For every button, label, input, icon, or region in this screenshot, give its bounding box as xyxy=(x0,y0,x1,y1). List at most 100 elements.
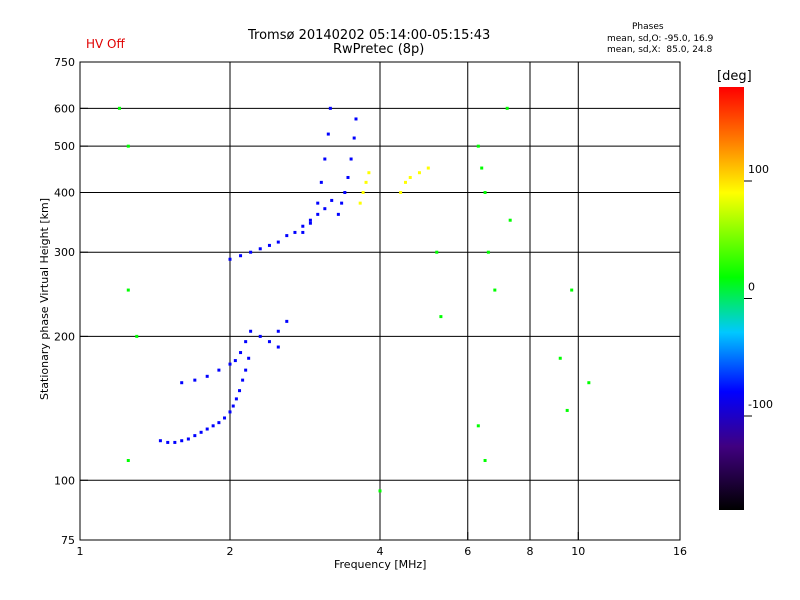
echo-point xyxy=(476,144,480,148)
echo-point xyxy=(234,397,238,401)
echo-point xyxy=(505,106,509,110)
grid xyxy=(80,62,680,540)
echo-point xyxy=(285,234,289,238)
x-axis-ticks: 1 2 4 6 8 10 16 xyxy=(77,532,687,558)
echo-point xyxy=(323,207,327,211)
echo-point xyxy=(301,230,305,234)
echo-point xyxy=(228,362,232,366)
echo-point xyxy=(336,212,340,216)
echo-point xyxy=(483,190,487,194)
y-tick-label: 75 xyxy=(61,534,75,547)
echo-point xyxy=(346,175,350,179)
echo-point xyxy=(293,230,297,234)
echo-point xyxy=(247,356,251,360)
x-tick-label: 2 xyxy=(227,545,234,558)
echo-point xyxy=(276,345,280,349)
echo-point xyxy=(308,221,312,225)
echo-point xyxy=(117,106,121,110)
y-tick-label: 600 xyxy=(54,102,75,115)
echo-point xyxy=(480,166,484,170)
echo-point xyxy=(285,319,289,323)
echo-point xyxy=(166,440,170,444)
y-tick-label: 100 xyxy=(54,474,75,487)
echo-point xyxy=(408,175,412,179)
echo-point xyxy=(349,157,353,161)
echo-point xyxy=(193,378,197,382)
echo-point xyxy=(439,315,443,319)
echo-point xyxy=(276,329,280,333)
echo-point xyxy=(267,340,271,344)
colorbar-unit-label: [deg] xyxy=(717,69,752,84)
echo-point xyxy=(493,288,497,292)
x-tick-label: 6 xyxy=(464,545,471,558)
echo-point xyxy=(426,166,430,170)
echo-point xyxy=(228,257,232,261)
echo-point xyxy=(364,180,368,184)
echo-point xyxy=(180,439,184,443)
echo-point xyxy=(223,416,227,420)
x-tick-label: 10 xyxy=(571,545,585,558)
colorbar-tick-label: -100 xyxy=(748,398,773,411)
echo-point xyxy=(508,218,512,222)
colorbar-tick-label: 100 xyxy=(748,163,769,176)
echo-point xyxy=(367,171,371,175)
echo-point xyxy=(239,254,243,258)
echo-point xyxy=(403,180,407,184)
echo-point xyxy=(323,157,327,161)
echo-point xyxy=(558,356,562,360)
echo-point xyxy=(330,198,334,202)
echo-point xyxy=(340,201,344,205)
x-tick-label: 4 xyxy=(377,545,384,558)
hv-status-label: HV Off xyxy=(86,37,125,51)
echo-point xyxy=(205,427,209,431)
echo-point xyxy=(249,250,253,254)
echo-point xyxy=(205,374,209,378)
echo-point xyxy=(399,190,403,194)
echo-point xyxy=(199,430,203,434)
echo-point xyxy=(343,190,347,194)
x-tick-label: 8 xyxy=(527,545,534,558)
echo-point xyxy=(244,368,248,372)
echo-point xyxy=(233,359,237,363)
echo-point xyxy=(228,410,232,414)
echo-point xyxy=(316,212,320,216)
colorbar-gradient xyxy=(719,87,744,510)
phases-title: Phases xyxy=(632,22,664,32)
chart-subtitle: RwPretec (8p) xyxy=(333,42,425,57)
echo-point xyxy=(258,334,262,338)
chart-title: Tromsø 20140202 05:14:00-05:15:43 xyxy=(248,28,491,43)
y-tick-label: 300 xyxy=(54,246,75,259)
echo-point xyxy=(352,136,356,140)
echo-point xyxy=(158,439,162,443)
echo-point xyxy=(173,440,177,444)
echo-point xyxy=(587,381,591,385)
echo-point xyxy=(483,458,487,462)
echo-point xyxy=(486,250,490,254)
y-tick-label: 400 xyxy=(54,186,75,199)
echo-point xyxy=(238,389,242,393)
y-axis-label: Stationary phase Virtual Height [km] xyxy=(38,197,51,400)
echo-point xyxy=(241,378,245,382)
y-axis-ticks: 75 100 200 300 400 500 600 750 xyxy=(54,56,88,547)
echo-point xyxy=(180,381,184,385)
echo-point xyxy=(326,132,330,136)
echo-point xyxy=(328,106,332,110)
echo-point xyxy=(217,368,221,372)
echo-point xyxy=(126,458,130,462)
echo-point xyxy=(316,201,320,205)
x-tick-label: 16 xyxy=(673,545,687,558)
x-tick-label: 1 xyxy=(77,545,84,558)
phases-mean-o: mean, sd,O: -95.0, 16.9 xyxy=(607,34,714,44)
echo-point xyxy=(126,144,130,148)
echo-point xyxy=(417,171,421,175)
echo-point xyxy=(435,250,439,254)
echo-point xyxy=(267,243,271,247)
echo-point xyxy=(565,408,569,412)
echo-point xyxy=(308,218,312,222)
echo-point xyxy=(319,180,323,184)
echo-point xyxy=(239,351,243,355)
echo-point xyxy=(186,437,190,441)
echo-point xyxy=(217,421,221,425)
colorbar-tick-label: 0 xyxy=(748,281,755,294)
echo-point xyxy=(126,288,130,292)
